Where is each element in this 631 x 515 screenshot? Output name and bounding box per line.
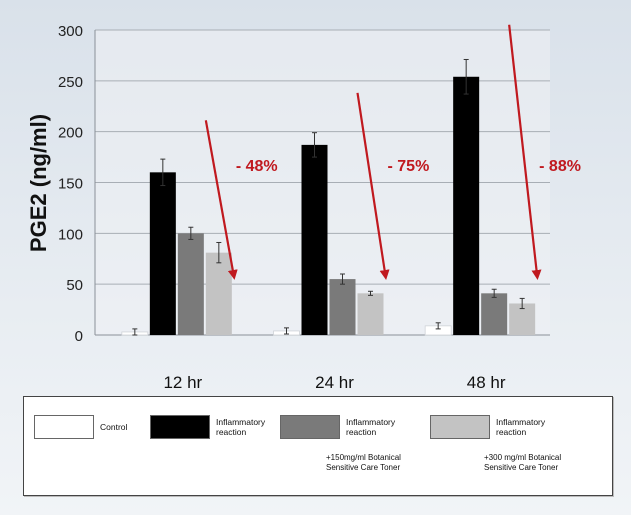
y-tick-label-100: 100 [58, 226, 83, 243]
bar-12hr-series-2 [177, 233, 204, 335]
error-bar-24hr-series-3 [368, 290, 373, 296]
legend-label-control: Control [100, 422, 128, 432]
y-tick-label-200: 200 [58, 125, 83, 142]
bar-24hr-series-1 [301, 144, 328, 335]
error-bar-12hr-series-1 [160, 158, 166, 187]
error-bars [132, 58, 525, 336]
legend-label-150: Inflammatory reaction [346, 417, 396, 437]
bars [121, 76, 536, 336]
bar-12hr-series-3 [205, 252, 232, 335]
bar-24hr-series-3 [357, 293, 384, 335]
error-bar-12hr-series-0 [132, 328, 138, 336]
y-tick-label-250: 250 [58, 74, 83, 91]
legend-item-150: Inflammatory reaction [280, 415, 395, 439]
legend-label-inflammatory: Inflammatory reaction [216, 417, 266, 437]
error-bar-24hr-series-0 [284, 327, 289, 335]
error-bar-12hr-series-3 [216, 241, 222, 264]
reduction-arrow-48hr [508, 24, 542, 280]
legend-item-inflammatory: Inflammatory reaction [150, 415, 265, 439]
bar-48hr-series-1 [453, 76, 480, 336]
bar-24hr-series-2 [329, 279, 356, 335]
error-bar-48hr-series-2 [491, 288, 497, 298]
legend-sub-150: +150mg/ml Botanical Sensitive Care Toner [326, 453, 401, 472]
y-tick-label-50: 50 [66, 277, 83, 294]
x-tick-label-12hr: 12 hr [163, 373, 202, 392]
legend: Control Inflammatory reaction Inflammato… [23, 396, 613, 496]
axes: 0 50 100 150 200 250 300 12 hr 24 hr 48 hr [58, 23, 550, 392]
error-bar-24hr-series-1 [312, 132, 317, 158]
error-bar-48hr-series-3 [519, 297, 525, 310]
legend-item-control: Control [34, 415, 127, 439]
y-tick-label-150: 150 [58, 176, 83, 193]
legend-item-300: Inflammatory reaction [430, 415, 545, 439]
y-axis-title: PGE2 (ng/ml) [26, 114, 51, 252]
reduction-label-24hr: - 75% [388, 158, 430, 175]
annotations: - 48% - 75% - 88% [204, 24, 581, 280]
legend-swatch-inflammatory [150, 415, 210, 439]
y-tick-label-0: 0 [75, 328, 83, 345]
reduction-label-48hr: - 88% [539, 158, 581, 175]
x-tick-label-48hr: 48 hr [467, 373, 506, 392]
error-bar-48hr-series-0 [435, 322, 441, 330]
legend-swatch-150 [280, 415, 340, 439]
reduction-arrow-12hr [204, 120, 238, 280]
legend-sub-300: +300 mg/ml Botanical Sensitive Care Tone… [484, 453, 562, 472]
bar-12hr-series-1 [149, 172, 176, 335]
legend-label-300: Inflammatory reaction [496, 417, 546, 437]
error-bar-48hr-series-1 [463, 58, 469, 95]
x-tick-label-24hr: 24 hr [315, 373, 354, 392]
reduction-arrow-24hr [356, 92, 390, 280]
legend-swatch-control [34, 415, 94, 439]
reduction-label-12hr: - 48% [236, 158, 278, 175]
error-bar-24hr-series-2 [340, 273, 345, 285]
legend-swatch-300 [430, 415, 490, 439]
error-bar-12hr-series-2 [188, 226, 194, 240]
y-tick-label-300: 300 [58, 23, 83, 40]
bar-48hr-series-2 [481, 293, 508, 335]
